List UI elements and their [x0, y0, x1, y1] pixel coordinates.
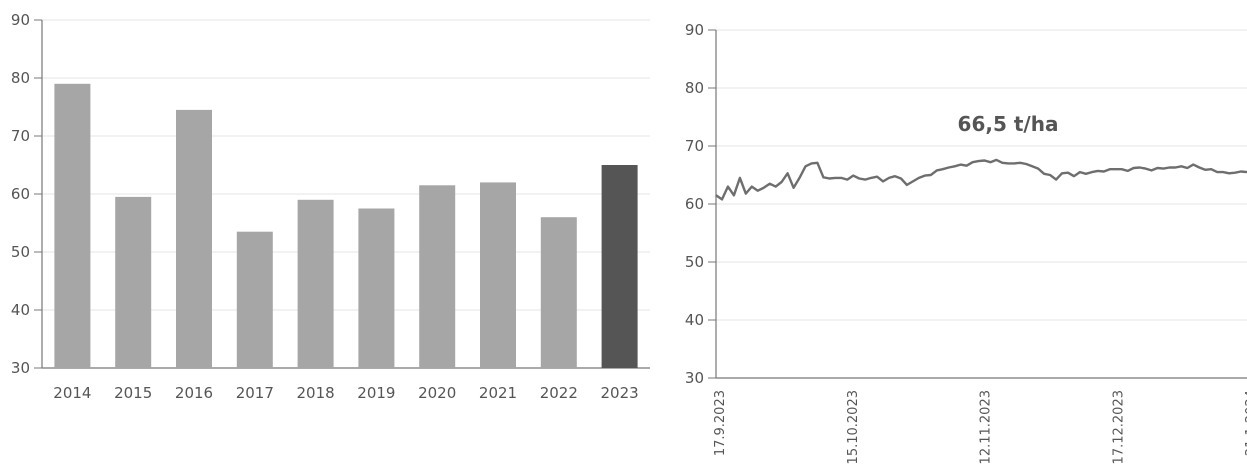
y-tick-label: 40: [685, 311, 704, 329]
y-tick-label: 30: [11, 359, 30, 377]
bar: [298, 200, 334, 368]
y-tick-label: 80: [685, 79, 704, 97]
series-line: [716, 160, 1247, 200]
y-tick-label: 50: [685, 253, 704, 271]
x-tick-label: 2018: [297, 384, 335, 402]
bar: [480, 182, 516, 368]
value-annotation: 66,5 t/ha: [958, 112, 1059, 136]
bar: [54, 84, 90, 368]
bar: [115, 197, 151, 368]
bar: [419, 185, 455, 368]
y-tick-label: 50: [11, 243, 30, 261]
line-chart: 30 40 50 60 70 80 90 17.9.2023 15.10.2023 12.11.2…: [685, 21, 1247, 464]
y-tick-label: 70: [11, 127, 30, 145]
y-tick-label: 40: [11, 301, 30, 319]
x-tick-label: 2015: [114, 384, 152, 402]
x-tick-label: 2020: [418, 384, 456, 402]
x-tick-label: 17.9.2023: [713, 390, 728, 456]
x-tick-label: 2019: [357, 384, 395, 402]
y-tick-label: 90: [685, 21, 704, 39]
y-tick-label: 60: [685, 195, 704, 213]
x-tick-label: 2017: [236, 384, 274, 402]
y-tick-label: 60: [11, 185, 30, 203]
x-tick-label: 2016: [175, 384, 213, 402]
bar: [358, 209, 394, 369]
bar: [602, 165, 638, 368]
bar-chart: 30 40 50 60 70 80 90 2014 2015 2016 2017 2018 2019 20…: [11, 11, 650, 402]
y-tick-label: 70: [685, 137, 704, 155]
x-tick-label: 2022: [540, 384, 578, 402]
bar: [176, 110, 212, 368]
bar: [541, 217, 577, 368]
bar: [237, 232, 273, 368]
y-tick-label: 30: [685, 369, 704, 387]
y-tick-label: 80: [11, 69, 30, 87]
x-tick-label: 2014: [53, 384, 91, 402]
x-tick-label: 2023: [601, 384, 639, 402]
x-tick-label: 2021: [479, 384, 517, 402]
y-tick-label: 90: [11, 11, 30, 29]
x-tick-label: 15.10.2023: [846, 390, 861, 464]
x-tick-label: 17.12.2023: [1111, 390, 1126, 464]
x-tick-label: 12.11.2023: [979, 390, 994, 464]
